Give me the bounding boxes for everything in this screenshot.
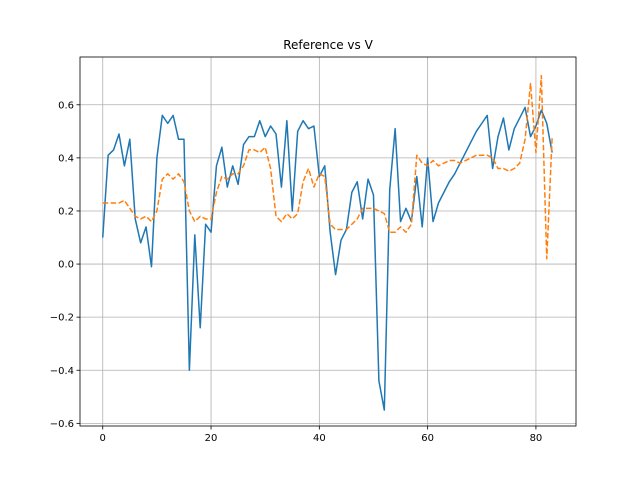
series-lines <box>101 74 553 411</box>
y-tick-label: −0.2 <box>50 313 74 324</box>
y-tick-label: 0.6 <box>58 100 74 111</box>
x-tick-label: 20 <box>205 433 218 444</box>
x-tick-label: 80 <box>530 433 543 444</box>
plot-frame <box>79 56 577 427</box>
y-tick-label: −0.6 <box>50 419 74 430</box>
x-tick-label: 60 <box>421 433 434 444</box>
y-tick-label: 0.4 <box>58 153 74 164</box>
chart-title: Reference vs V <box>283 38 373 52</box>
series-line-2 <box>102 74 553 260</box>
x-tick-label: 40 <box>313 433 326 444</box>
y-tick-label: 0.0 <box>58 260 74 271</box>
y-tick-label: 0.2 <box>58 206 74 217</box>
y-tick-label: −0.4 <box>50 366 74 377</box>
axis-ticks: 0 20 40 60 80 −0.6 −0.4 −0.2 0.0 0.2 0.4 0.6 <box>50 100 543 444</box>
x-tick-label: 0 <box>100 433 106 444</box>
